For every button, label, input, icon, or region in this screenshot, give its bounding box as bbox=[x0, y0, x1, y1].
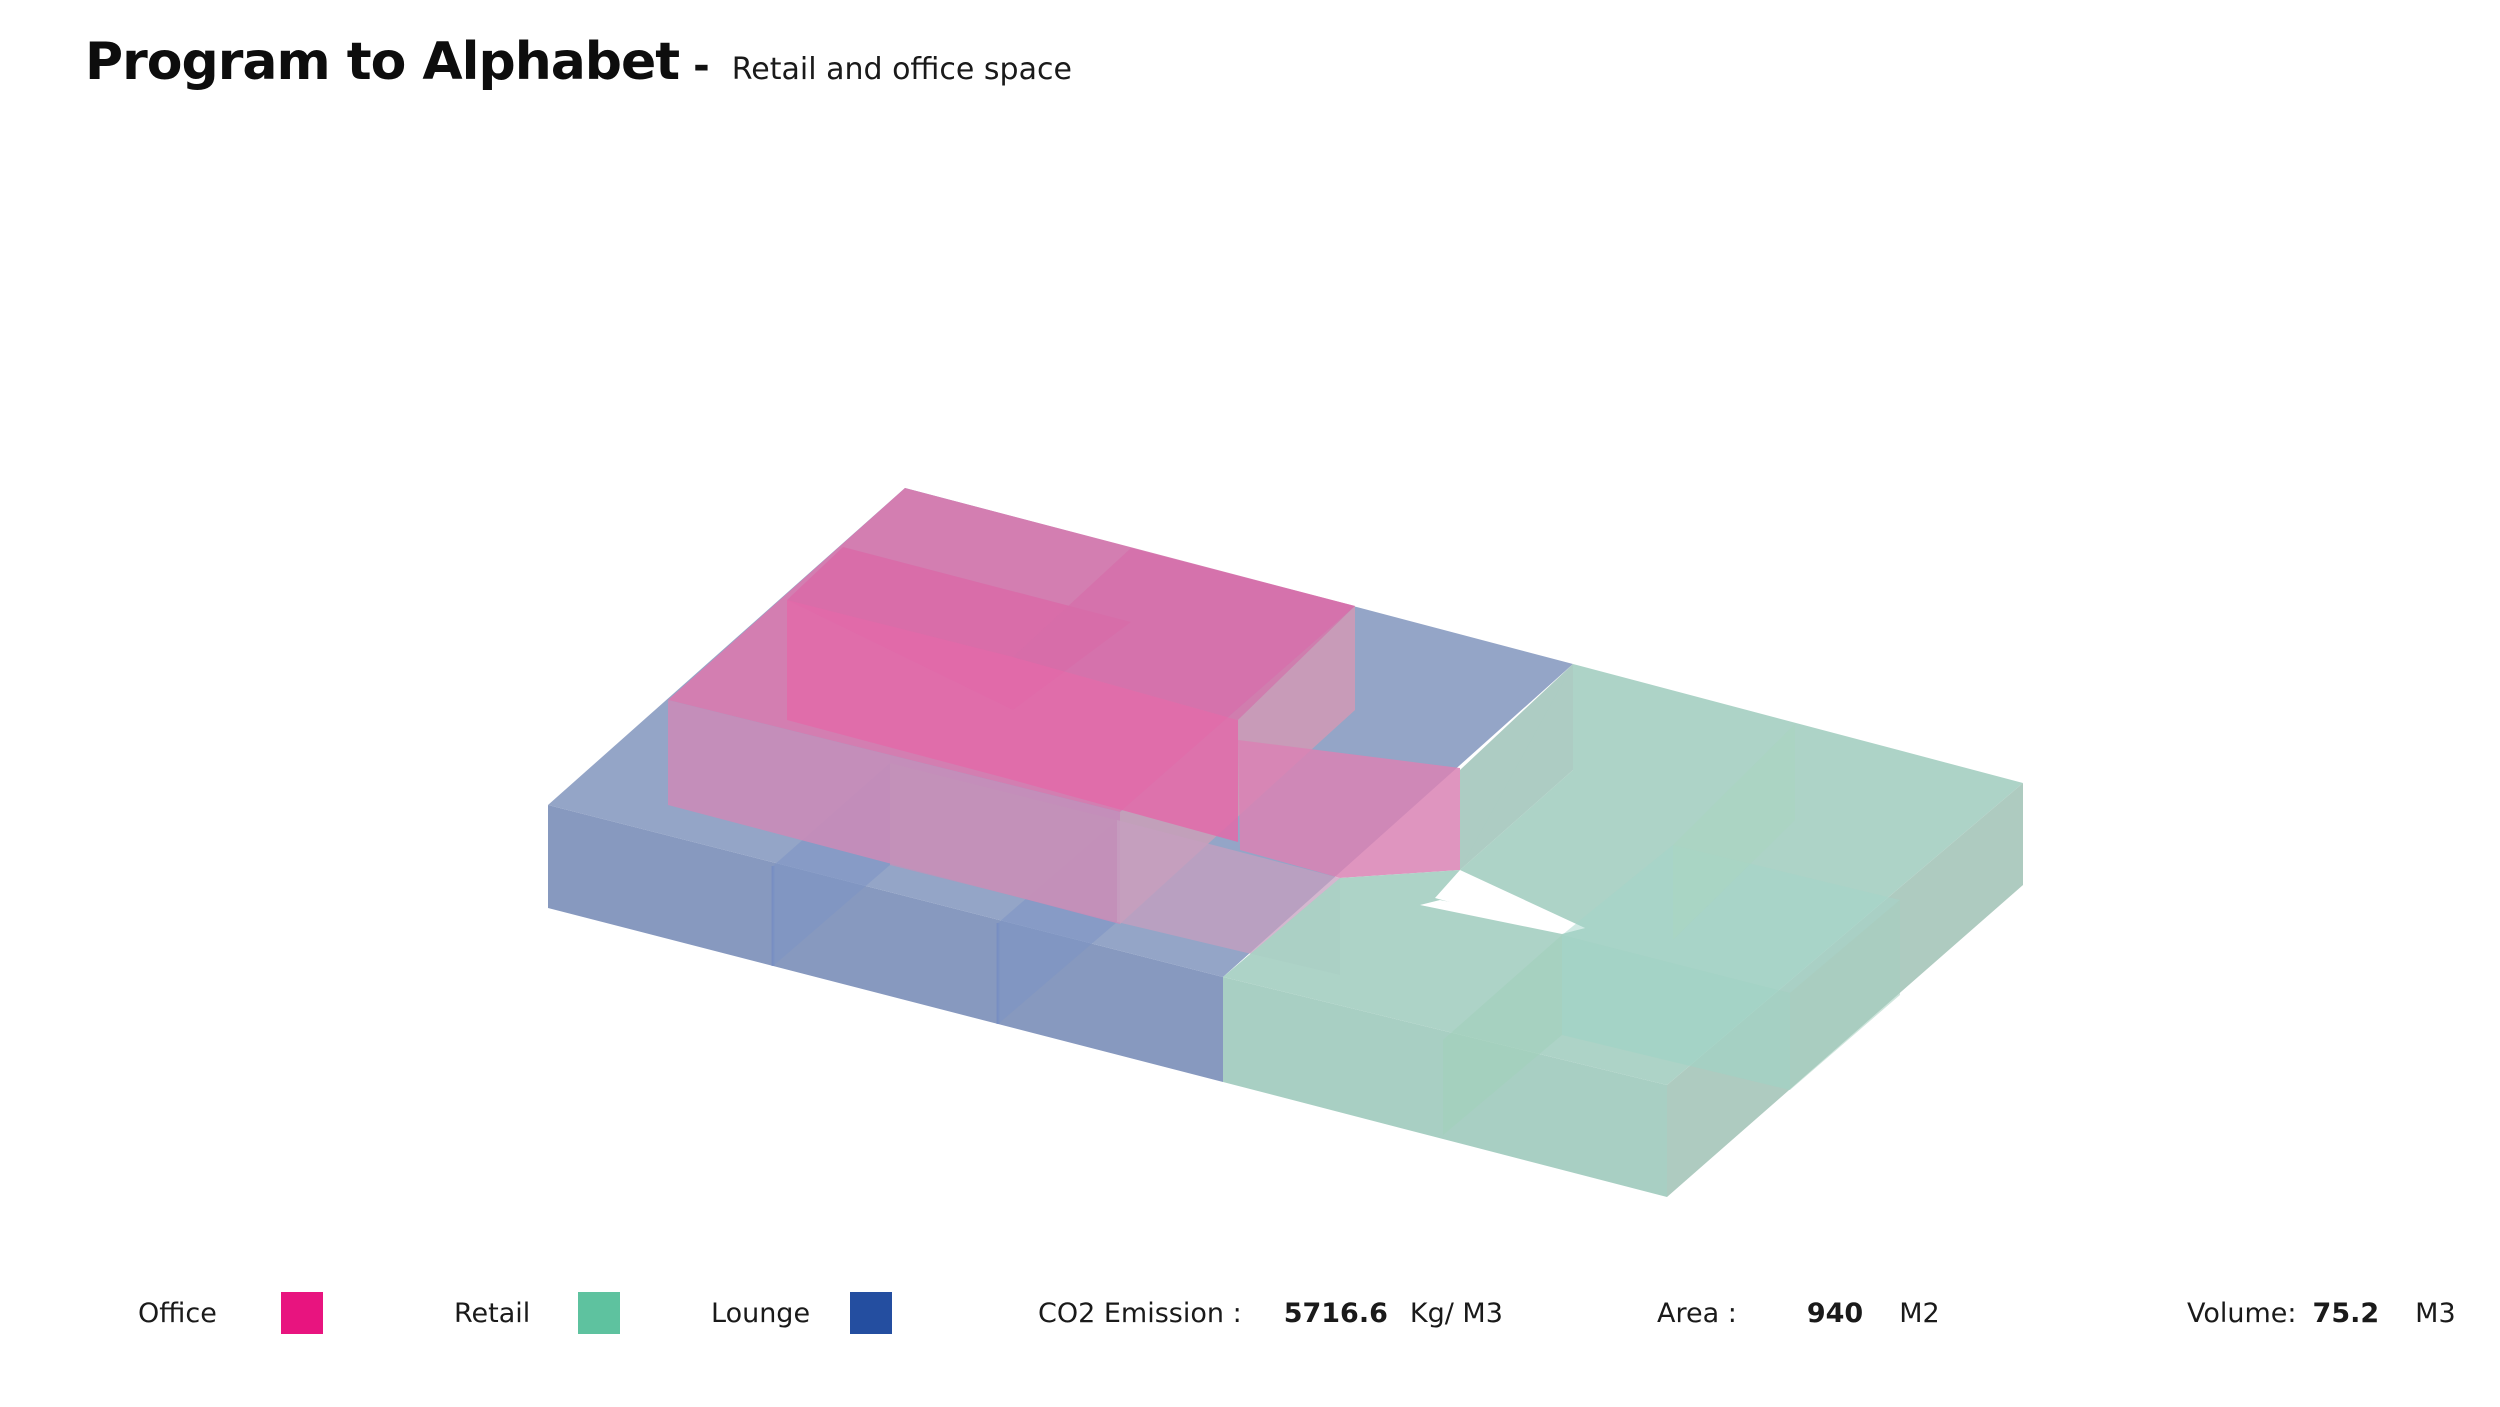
retail-void-gap bbox=[1420, 900, 1585, 934]
legend-label: Retail bbox=[454, 1297, 531, 1329]
volume-metric: Volume: 75.2 M3 bbox=[2187, 1290, 2456, 1336]
legend-bar: Office Retail Lounge CO2 Emission : 5716… bbox=[0, 1290, 2500, 1350]
office-core-right bbox=[1013, 548, 1355, 720]
volume-unit: M3 bbox=[2415, 1297, 2456, 1329]
page-header: Program to Alphabet - Retail and office … bbox=[85, 32, 1072, 92]
retail-top-face bbox=[1223, 664, 2023, 1085]
office-core bbox=[787, 600, 1238, 842]
legend-item-lounge: Lounge bbox=[711, 1290, 893, 1336]
co2-unit: Kg/ M3 bbox=[1409, 1297, 1503, 1329]
retail-inner-cell bbox=[1562, 845, 1900, 993]
retail-inner-cell bbox=[1562, 935, 1790, 1090]
office-front-cells bbox=[890, 763, 1117, 922]
area-unit: M2 bbox=[1899, 1297, 1940, 1329]
retail-swatch bbox=[578, 1292, 621, 1334]
retail-volume bbox=[1223, 664, 2023, 1197]
page-subtitle: Retail and office space bbox=[731, 52, 1072, 87]
retail-back-face bbox=[1460, 664, 1573, 870]
volume-value: 75.2 bbox=[2312, 1297, 2380, 1329]
lounge-swatch bbox=[850, 1292, 893, 1334]
co2-metric: CO2 Emission : 5716.6 Kg/ M3 bbox=[1038, 1290, 1503, 1336]
legend-item-office: Office bbox=[138, 1290, 323, 1336]
retail-inner-cell bbox=[1790, 900, 1900, 1090]
office-swatch bbox=[280, 1292, 323, 1334]
area-metric: Area : 940 M2 bbox=[1657, 1290, 1940, 1336]
retail-inner-cell bbox=[1673, 724, 1795, 940]
area-label: Area : bbox=[1657, 1297, 1737, 1329]
co2-label: CO2 Emission : bbox=[1038, 1297, 1242, 1329]
legend-item-retail: Retail bbox=[454, 1290, 621, 1336]
volume-label: Volume: bbox=[2187, 1297, 2297, 1329]
page-title: Program to Alphabet bbox=[85, 32, 680, 92]
co2-value: 5716.6 bbox=[1283, 1297, 1388, 1329]
legend-label: Lounge bbox=[711, 1297, 811, 1329]
retail-inner-cell bbox=[1443, 935, 1562, 1135]
title-separator: - bbox=[693, 43, 710, 89]
area-value: 940 bbox=[1806, 1297, 1864, 1329]
lounge-front-face bbox=[548, 805, 1223, 1082]
legend-label: Office bbox=[138, 1297, 217, 1329]
office-low-block bbox=[1238, 740, 1460, 878]
